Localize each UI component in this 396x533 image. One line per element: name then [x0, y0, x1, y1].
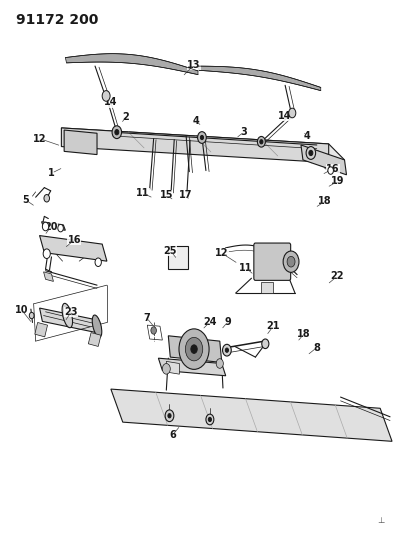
Text: 3: 3 [240, 127, 247, 137]
Circle shape [44, 195, 50, 202]
Polygon shape [61, 128, 345, 160]
Circle shape [58, 224, 63, 232]
Polygon shape [198, 66, 321, 91]
Text: 22: 22 [331, 271, 344, 281]
Text: 1: 1 [48, 168, 55, 178]
Text: 2: 2 [122, 112, 129, 122]
Polygon shape [111, 389, 392, 441]
Polygon shape [261, 282, 273, 293]
Circle shape [168, 414, 171, 418]
Circle shape [42, 222, 49, 231]
Polygon shape [168, 336, 222, 362]
Polygon shape [65, 54, 198, 75]
Polygon shape [166, 361, 179, 374]
Text: 6: 6 [169, 431, 176, 440]
Text: 4: 4 [303, 131, 310, 141]
Text: 14: 14 [104, 98, 118, 107]
Text: 91172 200: 91172 200 [16, 13, 98, 27]
Text: 20: 20 [44, 222, 57, 232]
Text: 25: 25 [164, 246, 177, 255]
Circle shape [283, 251, 299, 272]
Ellipse shape [62, 303, 72, 328]
Circle shape [191, 345, 197, 353]
Circle shape [216, 359, 223, 368]
Circle shape [200, 135, 204, 140]
Circle shape [198, 132, 206, 143]
Polygon shape [35, 322, 48, 337]
Text: 12: 12 [33, 134, 46, 143]
Circle shape [257, 136, 265, 147]
Text: 19: 19 [331, 176, 345, 186]
Circle shape [225, 348, 228, 352]
Polygon shape [61, 128, 329, 163]
Polygon shape [40, 236, 107, 261]
Polygon shape [42, 222, 65, 230]
Circle shape [223, 344, 231, 356]
Circle shape [151, 327, 156, 334]
Polygon shape [301, 145, 346, 175]
Text: 11: 11 [136, 188, 149, 198]
Circle shape [115, 130, 119, 135]
Polygon shape [64, 130, 97, 155]
Text: 24: 24 [203, 317, 217, 327]
Ellipse shape [92, 315, 102, 337]
Circle shape [185, 337, 203, 361]
Polygon shape [44, 272, 53, 281]
FancyBboxPatch shape [254, 243, 291, 280]
Text: 8: 8 [313, 343, 320, 352]
Circle shape [260, 140, 263, 144]
Circle shape [29, 312, 34, 319]
Circle shape [162, 364, 170, 374]
Circle shape [306, 147, 316, 159]
Text: 4: 4 [192, 116, 200, 126]
Circle shape [206, 414, 214, 425]
Text: 11: 11 [239, 263, 252, 272]
Circle shape [208, 417, 211, 422]
Text: 18: 18 [318, 197, 331, 206]
Circle shape [179, 329, 209, 369]
Text: 17: 17 [179, 190, 192, 200]
Circle shape [43, 249, 50, 259]
Circle shape [328, 167, 333, 174]
Text: 21: 21 [267, 321, 280, 331]
Polygon shape [158, 358, 226, 376]
Text: 5: 5 [22, 195, 29, 205]
Polygon shape [40, 308, 99, 333]
Circle shape [95, 258, 101, 266]
Text: 9: 9 [224, 317, 231, 327]
Text: 18: 18 [297, 329, 311, 338]
Text: 15: 15 [160, 190, 173, 200]
Polygon shape [88, 333, 101, 346]
Text: 14: 14 [278, 111, 292, 121]
Circle shape [112, 126, 122, 139]
Text: 16: 16 [326, 164, 339, 174]
Circle shape [102, 91, 110, 101]
Circle shape [262, 339, 269, 349]
Circle shape [165, 410, 174, 422]
Text: 10: 10 [15, 305, 29, 315]
Text: 23: 23 [65, 307, 78, 317]
Text: 13: 13 [187, 60, 201, 70]
Circle shape [309, 150, 313, 156]
Text: ⊥: ⊥ [377, 516, 385, 524]
FancyBboxPatch shape [168, 246, 188, 269]
Text: 12: 12 [215, 248, 228, 258]
Circle shape [289, 108, 296, 118]
Text: 7: 7 [143, 313, 150, 322]
Text: 16: 16 [68, 235, 81, 245]
Circle shape [287, 256, 295, 267]
